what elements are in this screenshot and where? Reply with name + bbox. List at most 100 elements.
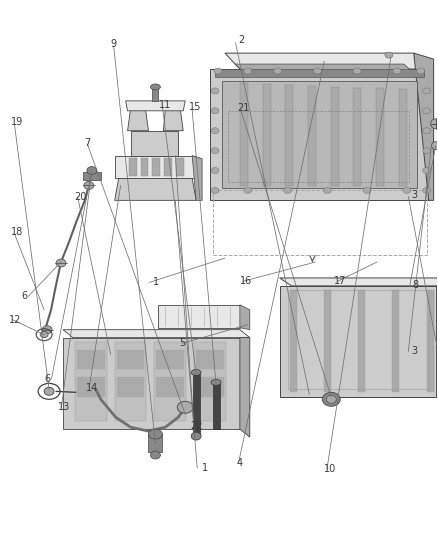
- Text: 3: 3: [411, 190, 417, 200]
- Ellipse shape: [423, 88, 431, 94]
- Text: 13: 13: [58, 402, 70, 412]
- Ellipse shape: [403, 188, 411, 193]
- Polygon shape: [427, 290, 434, 392]
- Text: 3: 3: [411, 346, 417, 357]
- Polygon shape: [358, 290, 365, 392]
- Polygon shape: [141, 158, 148, 176]
- Bar: [213, 190, 427, 255]
- Polygon shape: [63, 330, 250, 337]
- Polygon shape: [127, 109, 148, 131]
- Polygon shape: [131, 131, 178, 156]
- Text: 6: 6: [21, 291, 28, 301]
- Ellipse shape: [423, 188, 431, 193]
- Polygon shape: [213, 384, 220, 429]
- Polygon shape: [194, 342, 226, 421]
- Polygon shape: [308, 86, 316, 187]
- Polygon shape: [437, 286, 438, 405]
- Ellipse shape: [177, 401, 193, 413]
- Ellipse shape: [211, 188, 219, 193]
- Text: 22: 22: [191, 421, 203, 431]
- Polygon shape: [148, 434, 162, 452]
- Ellipse shape: [42, 326, 52, 334]
- Ellipse shape: [214, 68, 222, 74]
- Text: 10: 10: [323, 464, 336, 474]
- Polygon shape: [324, 290, 331, 392]
- Bar: [228, 111, 409, 182]
- Ellipse shape: [423, 148, 431, 154]
- Ellipse shape: [40, 332, 48, 337]
- Polygon shape: [77, 350, 105, 369]
- Text: 17: 17: [334, 276, 347, 286]
- Ellipse shape: [148, 429, 162, 439]
- Ellipse shape: [417, 68, 425, 74]
- Ellipse shape: [211, 148, 219, 154]
- Ellipse shape: [431, 142, 438, 150]
- Ellipse shape: [423, 108, 431, 114]
- Polygon shape: [240, 337, 250, 437]
- Text: 5: 5: [179, 338, 185, 349]
- Ellipse shape: [322, 392, 340, 406]
- Polygon shape: [331, 86, 339, 187]
- Ellipse shape: [211, 379, 221, 385]
- Polygon shape: [240, 83, 248, 187]
- Polygon shape: [215, 69, 424, 77]
- Ellipse shape: [191, 369, 201, 375]
- Polygon shape: [290, 290, 297, 392]
- Polygon shape: [240, 305, 250, 330]
- Polygon shape: [392, 290, 399, 392]
- Text: 15: 15: [188, 102, 201, 112]
- Text: 18: 18: [11, 227, 23, 237]
- Polygon shape: [192, 156, 202, 200]
- Ellipse shape: [56, 259, 66, 267]
- Ellipse shape: [87, 166, 97, 174]
- Polygon shape: [235, 64, 414, 73]
- Polygon shape: [115, 156, 196, 179]
- Polygon shape: [285, 85, 293, 187]
- Polygon shape: [155, 342, 186, 421]
- Polygon shape: [196, 350, 224, 369]
- Ellipse shape: [211, 108, 219, 114]
- Polygon shape: [210, 69, 429, 200]
- Text: 14: 14: [86, 383, 99, 393]
- Ellipse shape: [423, 128, 431, 134]
- Polygon shape: [77, 377, 105, 397]
- Polygon shape: [279, 286, 437, 397]
- Polygon shape: [353, 87, 361, 187]
- Ellipse shape: [191, 432, 201, 440]
- Ellipse shape: [211, 128, 219, 134]
- Polygon shape: [164, 158, 172, 176]
- Ellipse shape: [211, 88, 219, 94]
- Polygon shape: [176, 158, 184, 176]
- Text: 19: 19: [11, 117, 23, 127]
- Text: 12: 12: [9, 314, 21, 325]
- Text: 6: 6: [44, 374, 50, 384]
- Polygon shape: [193, 375, 200, 434]
- Polygon shape: [163, 109, 183, 131]
- Text: 1: 1: [153, 277, 159, 287]
- Ellipse shape: [274, 68, 282, 74]
- Polygon shape: [83, 173, 101, 181]
- Polygon shape: [156, 377, 184, 397]
- Polygon shape: [75, 342, 107, 421]
- Ellipse shape: [244, 68, 252, 74]
- Polygon shape: [115, 342, 146, 421]
- Text: 11: 11: [159, 100, 171, 110]
- Text: 2: 2: [239, 35, 245, 45]
- Polygon shape: [414, 53, 434, 200]
- Polygon shape: [129, 158, 137, 176]
- Polygon shape: [156, 350, 184, 369]
- Ellipse shape: [211, 167, 219, 173]
- Polygon shape: [376, 88, 384, 187]
- Text: 4: 4: [237, 458, 243, 467]
- Polygon shape: [225, 53, 429, 69]
- Ellipse shape: [431, 119, 438, 129]
- Text: 1: 1: [201, 463, 208, 473]
- Polygon shape: [159, 305, 240, 328]
- Ellipse shape: [84, 181, 94, 189]
- Text: 20: 20: [74, 191, 87, 201]
- Ellipse shape: [385, 52, 393, 58]
- Ellipse shape: [150, 84, 160, 90]
- Ellipse shape: [150, 451, 160, 459]
- Text: 16: 16: [240, 276, 252, 286]
- Ellipse shape: [423, 167, 431, 173]
